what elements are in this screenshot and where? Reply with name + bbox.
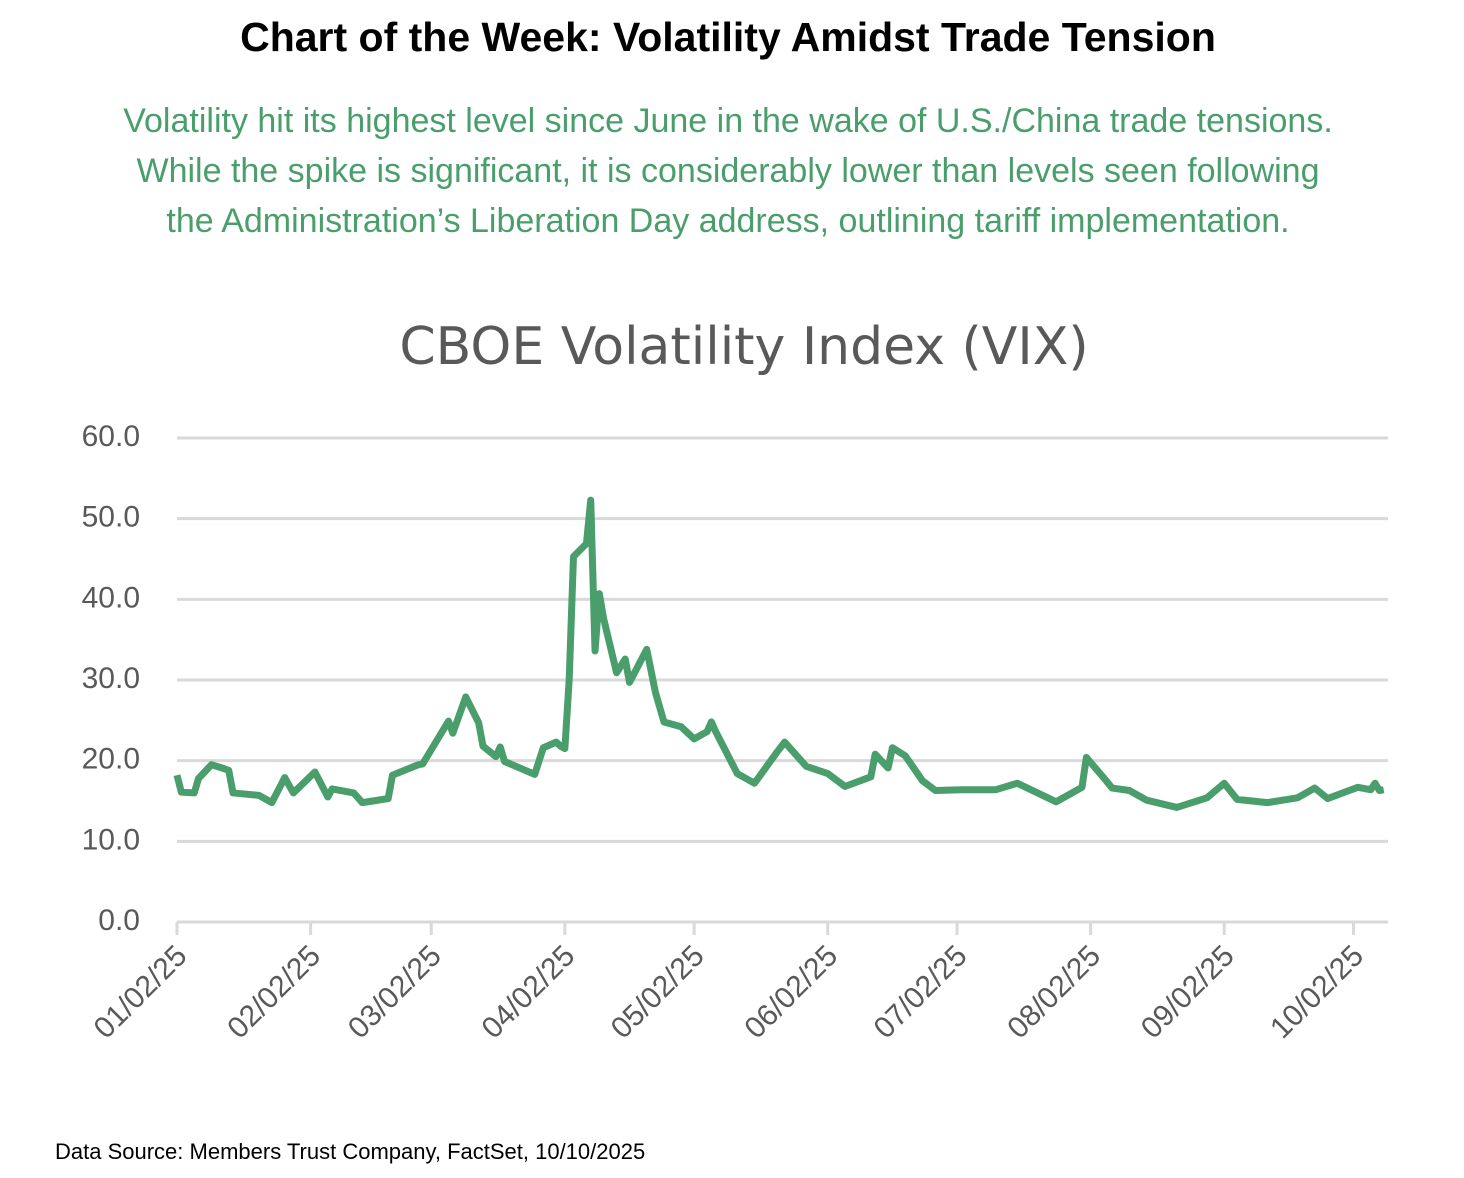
y-tick-label: 30.0 [82,662,140,695]
source-note: Data Source: Members Trust Company, Fact… [55,1139,645,1164]
x-tick-label: 09/02/25 [1135,939,1241,1045]
subtitle-line: the Administration’s Liberation Day addr… [166,202,1289,240]
y-tick-label: 20.0 [82,743,140,776]
x-tick-label: 02/02/25 [221,939,327,1045]
subtitle-line: Volatility hit its highest level since J… [123,102,1333,140]
plot-title: CBOE Volatility Index (VIX) [399,317,1088,377]
y-tick-label: 0.0 [98,904,140,937]
x-tick-label: 06/02/25 [738,939,844,1045]
y-tick-label: 40.0 [82,581,140,614]
y-tick-label: 60.0 [82,420,140,453]
x-tick-label: 04/02/25 [476,939,582,1045]
subtitle-line: While the spike is significant, it is co… [136,152,1319,190]
x-tick-label: 07/02/25 [868,939,974,1045]
x-tick-label: 01/02/25 [88,939,194,1045]
data-line [173,496,1385,811]
y-tick-label: 10.0 [82,823,140,856]
chart-title: Chart of the Week: Volatility Amidst Tra… [240,14,1216,60]
x-tick-label: 03/02/25 [342,939,448,1045]
x-tick-label: 08/02/25 [1001,939,1107,1045]
x-tick-label: 05/02/25 [605,939,711,1045]
y-tick-label: 50.0 [82,501,140,534]
x-tick-label: 10/02/25 [1264,939,1370,1045]
